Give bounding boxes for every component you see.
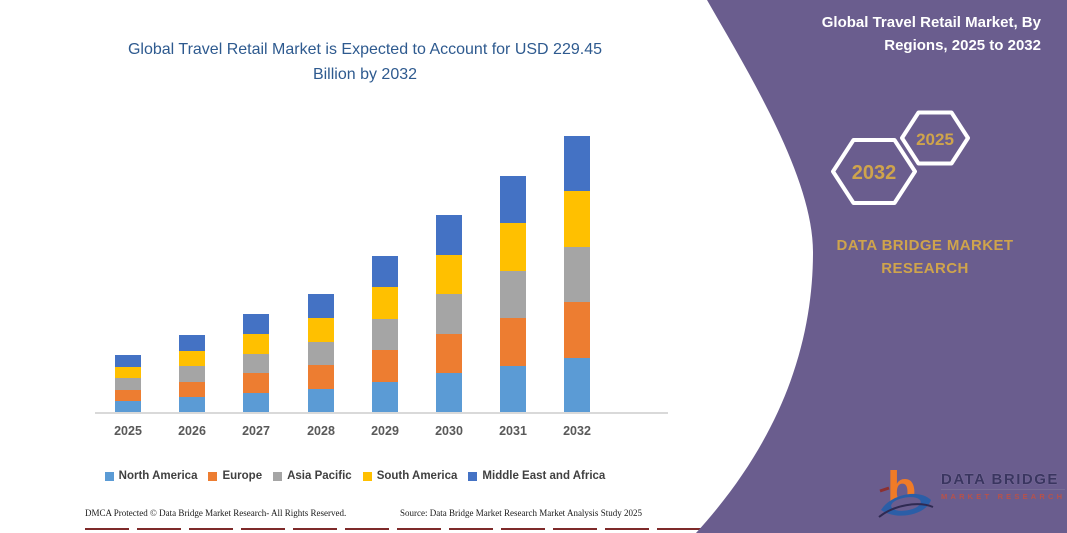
chart-title: Global Travel Retail Market is Expected … [127, 41, 602, 83]
x-label-2030: 2030 [435, 424, 463, 438]
segment-south-america [500, 223, 526, 271]
segment-middle-east-and-africa [115, 355, 141, 367]
legend-swatch [468, 471, 478, 481]
legend-item-europe: Europe [208, 470, 262, 482]
segment-asia-pacific [436, 294, 462, 334]
segment-europe [308, 365, 334, 390]
segment-south-america [436, 254, 462, 295]
plot-area [95, 120, 670, 413]
hexagon-2032 [831, 138, 917, 205]
segment-middle-east-and-africa [436, 215, 462, 255]
dmca-copyright-text: DMCA Protected © Data Bridge Market Rese… [85, 508, 347, 518]
legend-label: South America [376, 470, 458, 482]
bar-2025 [115, 355, 141, 413]
legend-swatch [273, 471, 283, 481]
legend-label: Asia Pacific [287, 470, 352, 482]
segment-middle-east-and-africa [564, 136, 590, 192]
segment-north-america [564, 357, 590, 413]
x-label-2029: 2029 [371, 424, 399, 438]
bar-2032 [564, 136, 590, 413]
segment-europe [436, 333, 462, 374]
segment-north-america [500, 365, 526, 413]
segment-south-america [243, 333, 269, 354]
bar-2026 [179, 335, 205, 413]
segment-asia-pacific [372, 318, 398, 351]
segment-europe [115, 389, 141, 402]
legend-item-south-america: South America [362, 470, 458, 482]
legend-label: Middle East and Africa [482, 470, 606, 482]
hexagon-2032-label: 2032 [852, 162, 897, 184]
segment-europe [179, 381, 205, 398]
bottom-divider [85, 528, 720, 530]
segment-south-america [372, 287, 398, 319]
source-text: Source: Data Bridge Market Research Mark… [400, 508, 642, 518]
segment-north-america [115, 401, 141, 413]
segment-asia-pacific [243, 353, 269, 374]
segment-south-america [308, 317, 334, 342]
segment-europe [243, 373, 269, 394]
segment-asia-pacific [179, 366, 205, 382]
segment-middle-east-and-africa [179, 335, 205, 351]
x-label-2025: 2025 [114, 424, 142, 438]
bar-2031 [500, 176, 526, 413]
logo-subtitle: MARKET RESEARCH [941, 492, 1066, 501]
x-label-2028: 2028 [307, 424, 335, 438]
panel-title: Global Travel Retail Market, By Regions,… [821, 14, 1041, 54]
segment-middle-east-and-africa [500, 176, 526, 224]
legend-item-north-america: North America [104, 470, 198, 482]
segment-middle-east-and-africa [243, 314, 269, 334]
logo-mark-icon: b [878, 463, 934, 518]
segment-south-america [564, 191, 590, 247]
segment-europe [564, 302, 590, 358]
hexagon-2025 [900, 110, 970, 166]
segment-south-america [115, 366, 141, 379]
data-bridge-logo: b DATA BRIDGE MARKET RESEARCH [878, 460, 1066, 522]
brand-text: DATA BRIDGE MARKET RESEARCH [836, 237, 1014, 278]
x-label-2032: 2032 [563, 424, 591, 438]
segment-middle-east-and-africa [308, 294, 334, 318]
logo-title: DATA BRIDGE [941, 471, 1066, 490]
x-label-2027: 2027 [242, 424, 270, 438]
x-axis-labels: 2025 2026 2027 2028 2029 2030 2031 2032 [95, 424, 670, 440]
legend-item-asia-pacific: Asia Pacific [273, 470, 352, 482]
legend-swatch [362, 471, 372, 481]
legend-swatch [208, 471, 218, 481]
legend-item-middle-east-and-africa: Middle East and Africa [468, 470, 605, 482]
segment-asia-pacific [564, 246, 590, 303]
segment-europe [372, 350, 398, 382]
legend-label: North America [118, 470, 198, 482]
segment-north-america [243, 393, 269, 413]
segment-north-america [179, 397, 205, 413]
segment-north-america [436, 373, 462, 413]
hexagon-2025-label: 2025 [916, 130, 954, 149]
chart-legend: North America Europe Asia Pacific South Ame… [60, 470, 650, 482]
segment-middle-east-and-africa [372, 256, 398, 288]
segment-asia-pacific [308, 341, 334, 366]
segment-europe [500, 318, 526, 366]
bar-2030 [436, 215, 462, 413]
year-hexagons: 2032 2025 [831, 110, 970, 205]
legend-swatch [104, 471, 114, 481]
x-label-2031: 2031 [499, 424, 527, 438]
logo-wordmark: DATA BRIDGE MARKET RESEARCH [941, 471, 1066, 501]
x-axis-line [95, 412, 668, 414]
bar-2028 [308, 294, 334, 413]
segment-south-america [179, 350, 205, 367]
bar-2027 [243, 314, 269, 413]
segment-north-america [308, 389, 334, 413]
legend-label: Europe [222, 470, 263, 482]
segment-north-america [372, 381, 398, 413]
bar-2029 [372, 256, 398, 413]
segment-asia-pacific [115, 378, 141, 390]
segment-asia-pacific [500, 270, 526, 319]
x-label-2026: 2026 [178, 424, 206, 438]
